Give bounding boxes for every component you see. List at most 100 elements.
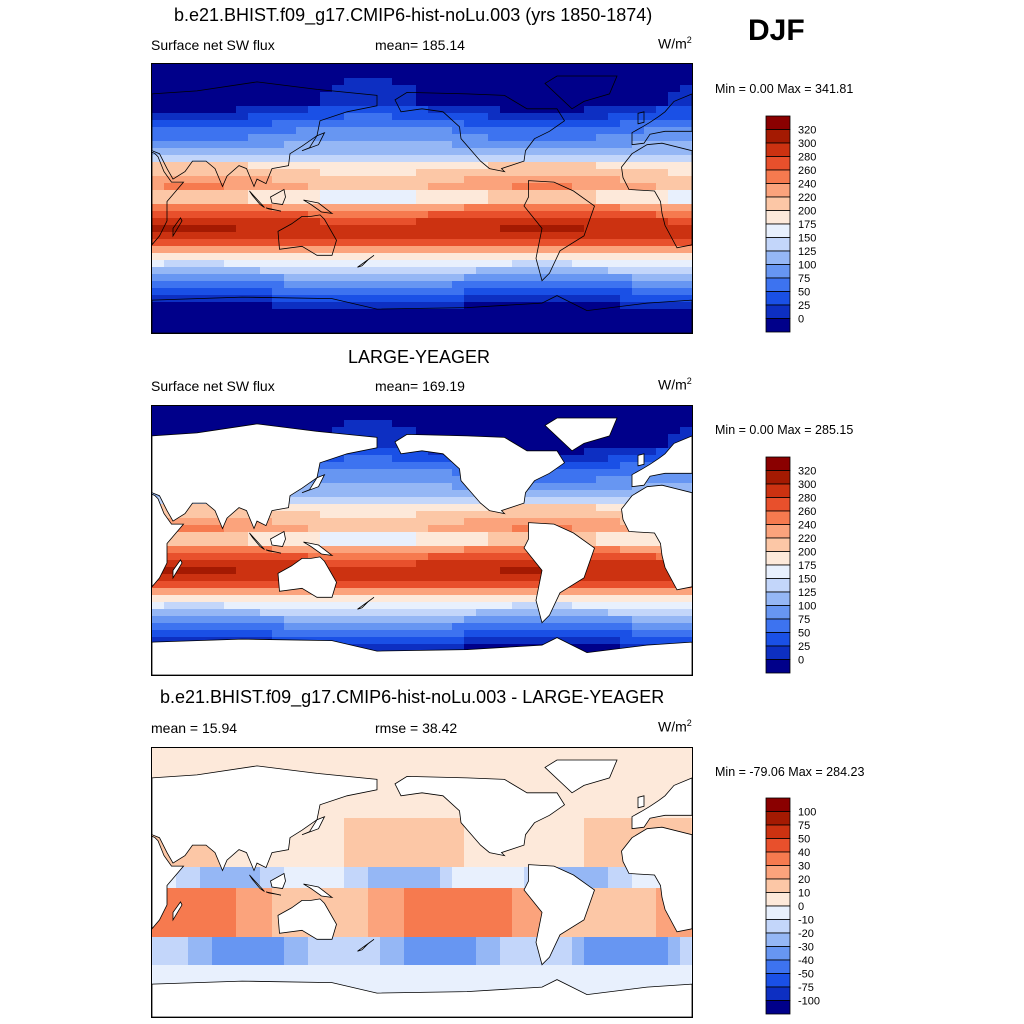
field-cell	[188, 623, 201, 631]
field-cell	[320, 148, 333, 156]
field-cell	[596, 867, 609, 875]
field-cell	[464, 574, 477, 582]
field-cell	[332, 602, 345, 610]
field-cell	[176, 595, 189, 603]
field-cell	[416, 246, 429, 254]
field-cell	[620, 567, 633, 575]
field-cell	[572, 309, 585, 317]
field-cell	[620, 497, 633, 505]
field-cell	[404, 204, 417, 212]
field-cell	[308, 839, 321, 847]
field-cell	[176, 762, 189, 770]
field-cell	[260, 316, 273, 324]
field-cell	[188, 511, 201, 519]
field-cell	[584, 644, 597, 652]
field-cell	[620, 64, 633, 72]
field-cell	[284, 155, 297, 163]
field-cell	[644, 211, 657, 219]
field-cell	[212, 330, 225, 333]
field-cell	[524, 197, 537, 205]
field-cell	[272, 239, 285, 247]
field-cell	[380, 288, 393, 296]
field-cell	[296, 71, 309, 79]
field-cell	[332, 176, 345, 184]
field-cell	[488, 944, 501, 952]
field-cell	[416, 867, 429, 875]
field-cell	[392, 748, 405, 756]
field-cell	[320, 497, 333, 505]
field-cell	[464, 602, 477, 610]
field-cell	[680, 776, 692, 784]
field-cell	[308, 183, 321, 191]
field-cell	[356, 790, 369, 798]
field-cell	[572, 225, 585, 233]
field-cell	[452, 609, 465, 617]
field-cell	[464, 323, 477, 331]
field-cell	[656, 64, 669, 72]
coastline	[621, 484, 692, 591]
field-cell	[560, 106, 573, 114]
field-cell	[236, 176, 249, 184]
field-cell	[524, 553, 537, 561]
field-cell	[212, 602, 225, 610]
field-cell	[488, 616, 501, 624]
field-cell	[584, 860, 597, 868]
field-cell	[428, 141, 441, 149]
field-cell	[656, 85, 669, 93]
field-cell	[416, 881, 429, 889]
field-cell	[308, 748, 321, 756]
field-cell	[500, 78, 513, 86]
field-cell	[620, 553, 633, 561]
field-cell	[452, 483, 465, 491]
field-cell	[440, 476, 453, 484]
field-cell	[152, 113, 165, 121]
field-cell	[320, 260, 333, 268]
field-cell	[416, 169, 429, 177]
field-cell	[404, 560, 417, 568]
field-cell	[668, 288, 681, 296]
field-cell	[212, 148, 225, 156]
field-cell	[488, 232, 501, 240]
field-cell	[524, 260, 537, 268]
field-cell	[176, 769, 189, 777]
field-cell	[320, 609, 333, 617]
field-cell	[644, 769, 657, 777]
field-cell	[488, 511, 501, 519]
field-cell	[368, 616, 381, 624]
field-cell	[500, 134, 513, 142]
field-cell	[476, 406, 489, 414]
field-cell	[176, 197, 189, 205]
field-cell	[236, 253, 249, 261]
field-cell	[680, 225, 692, 233]
field-cell	[152, 204, 165, 212]
field-cell	[332, 811, 345, 819]
field-cell	[644, 427, 657, 435]
field-cell	[620, 197, 633, 205]
field-cell	[332, 951, 345, 959]
field-cell	[356, 239, 369, 247]
field-cell	[416, 413, 429, 421]
field-cell	[260, 288, 273, 296]
field-cell	[476, 511, 489, 519]
field-cell	[260, 413, 273, 421]
field-cell	[200, 239, 213, 247]
field-cell	[296, 288, 309, 296]
field-cell	[428, 490, 441, 498]
field-cell	[584, 232, 597, 240]
field-cell	[176, 253, 189, 261]
field-cell	[332, 197, 345, 205]
coastline	[394, 433, 566, 515]
field-cell	[608, 539, 621, 547]
field-cell	[368, 595, 381, 603]
field-cell	[212, 762, 225, 770]
field-cell	[500, 295, 513, 303]
field-cell	[200, 406, 213, 414]
field-cell	[668, 930, 681, 938]
field-cell	[416, 162, 429, 170]
field-cell	[644, 546, 657, 554]
field-cell	[596, 504, 609, 512]
field-cell	[320, 825, 333, 833]
field-cell	[428, 616, 441, 624]
field-cell	[476, 239, 489, 247]
field-cell	[272, 281, 285, 289]
